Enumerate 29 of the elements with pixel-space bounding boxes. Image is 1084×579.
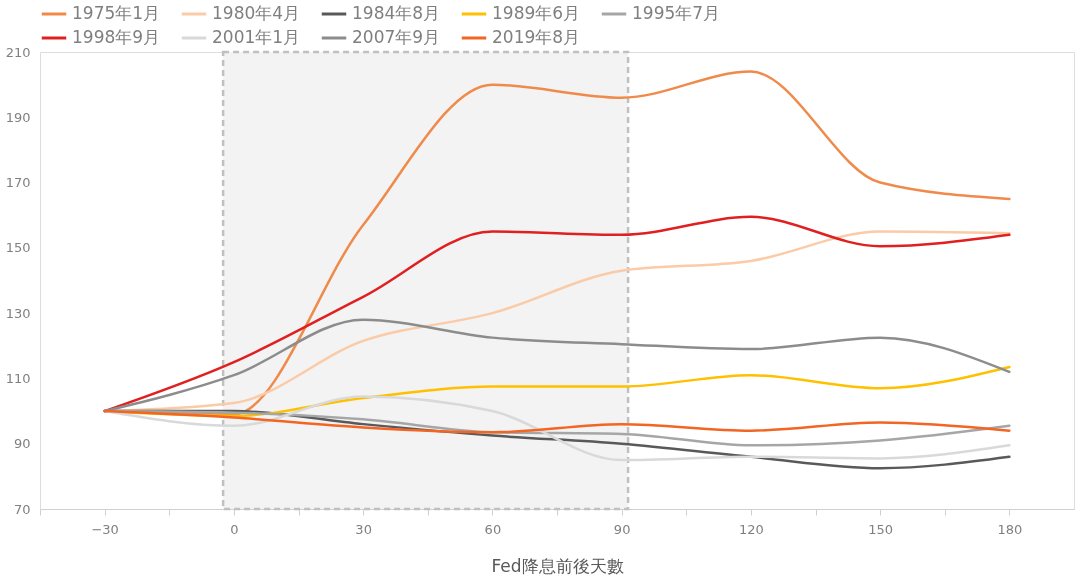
x-tick-label: 90 <box>613 521 631 537</box>
legend-label: 2001年1月 <box>212 27 301 47</box>
x-tick-label: 150 <box>868 521 894 537</box>
legend-label: 1980年4月 <box>212 3 301 23</box>
x-tick-label: 0 <box>230 521 239 537</box>
x-tick-label: 180 <box>997 521 1023 537</box>
y-tick-label: 70 <box>13 501 31 517</box>
legend-label: 1989年6月 <box>492 3 581 23</box>
y-tick-label: 210 <box>5 44 31 60</box>
y-tick-label: 130 <box>5 305 31 321</box>
line-series <box>103 395 1011 462</box>
legend-label: 1998年9月 <box>72 27 161 47</box>
x-tick-label: 60 <box>484 521 502 537</box>
y-tick-label: 150 <box>5 240 31 256</box>
legend-label: 1975年1月 <box>72 3 161 23</box>
line-series <box>103 409 1011 434</box>
x-tick-label: 120 <box>738 521 764 537</box>
y-tick-label: 110 <box>5 370 31 386</box>
x-tick-label: 30 <box>355 521 372 537</box>
legend-label: 2019年8月 <box>492 27 581 47</box>
y-tick-label: 90 <box>13 436 31 452</box>
y-tick-label: 170 <box>5 175 31 191</box>
line-series <box>103 318 1011 413</box>
x-axis-title: Fed降息前後天數 <box>491 555 624 576</box>
x-tick-label: −30 <box>91 521 119 537</box>
y-tick-label: 190 <box>5 109 31 125</box>
legend-label: 2007年9月 <box>352 27 441 47</box>
legend-label: 1984年8月 <box>352 3 441 23</box>
legend-label: 1995年7月 <box>632 3 721 23</box>
